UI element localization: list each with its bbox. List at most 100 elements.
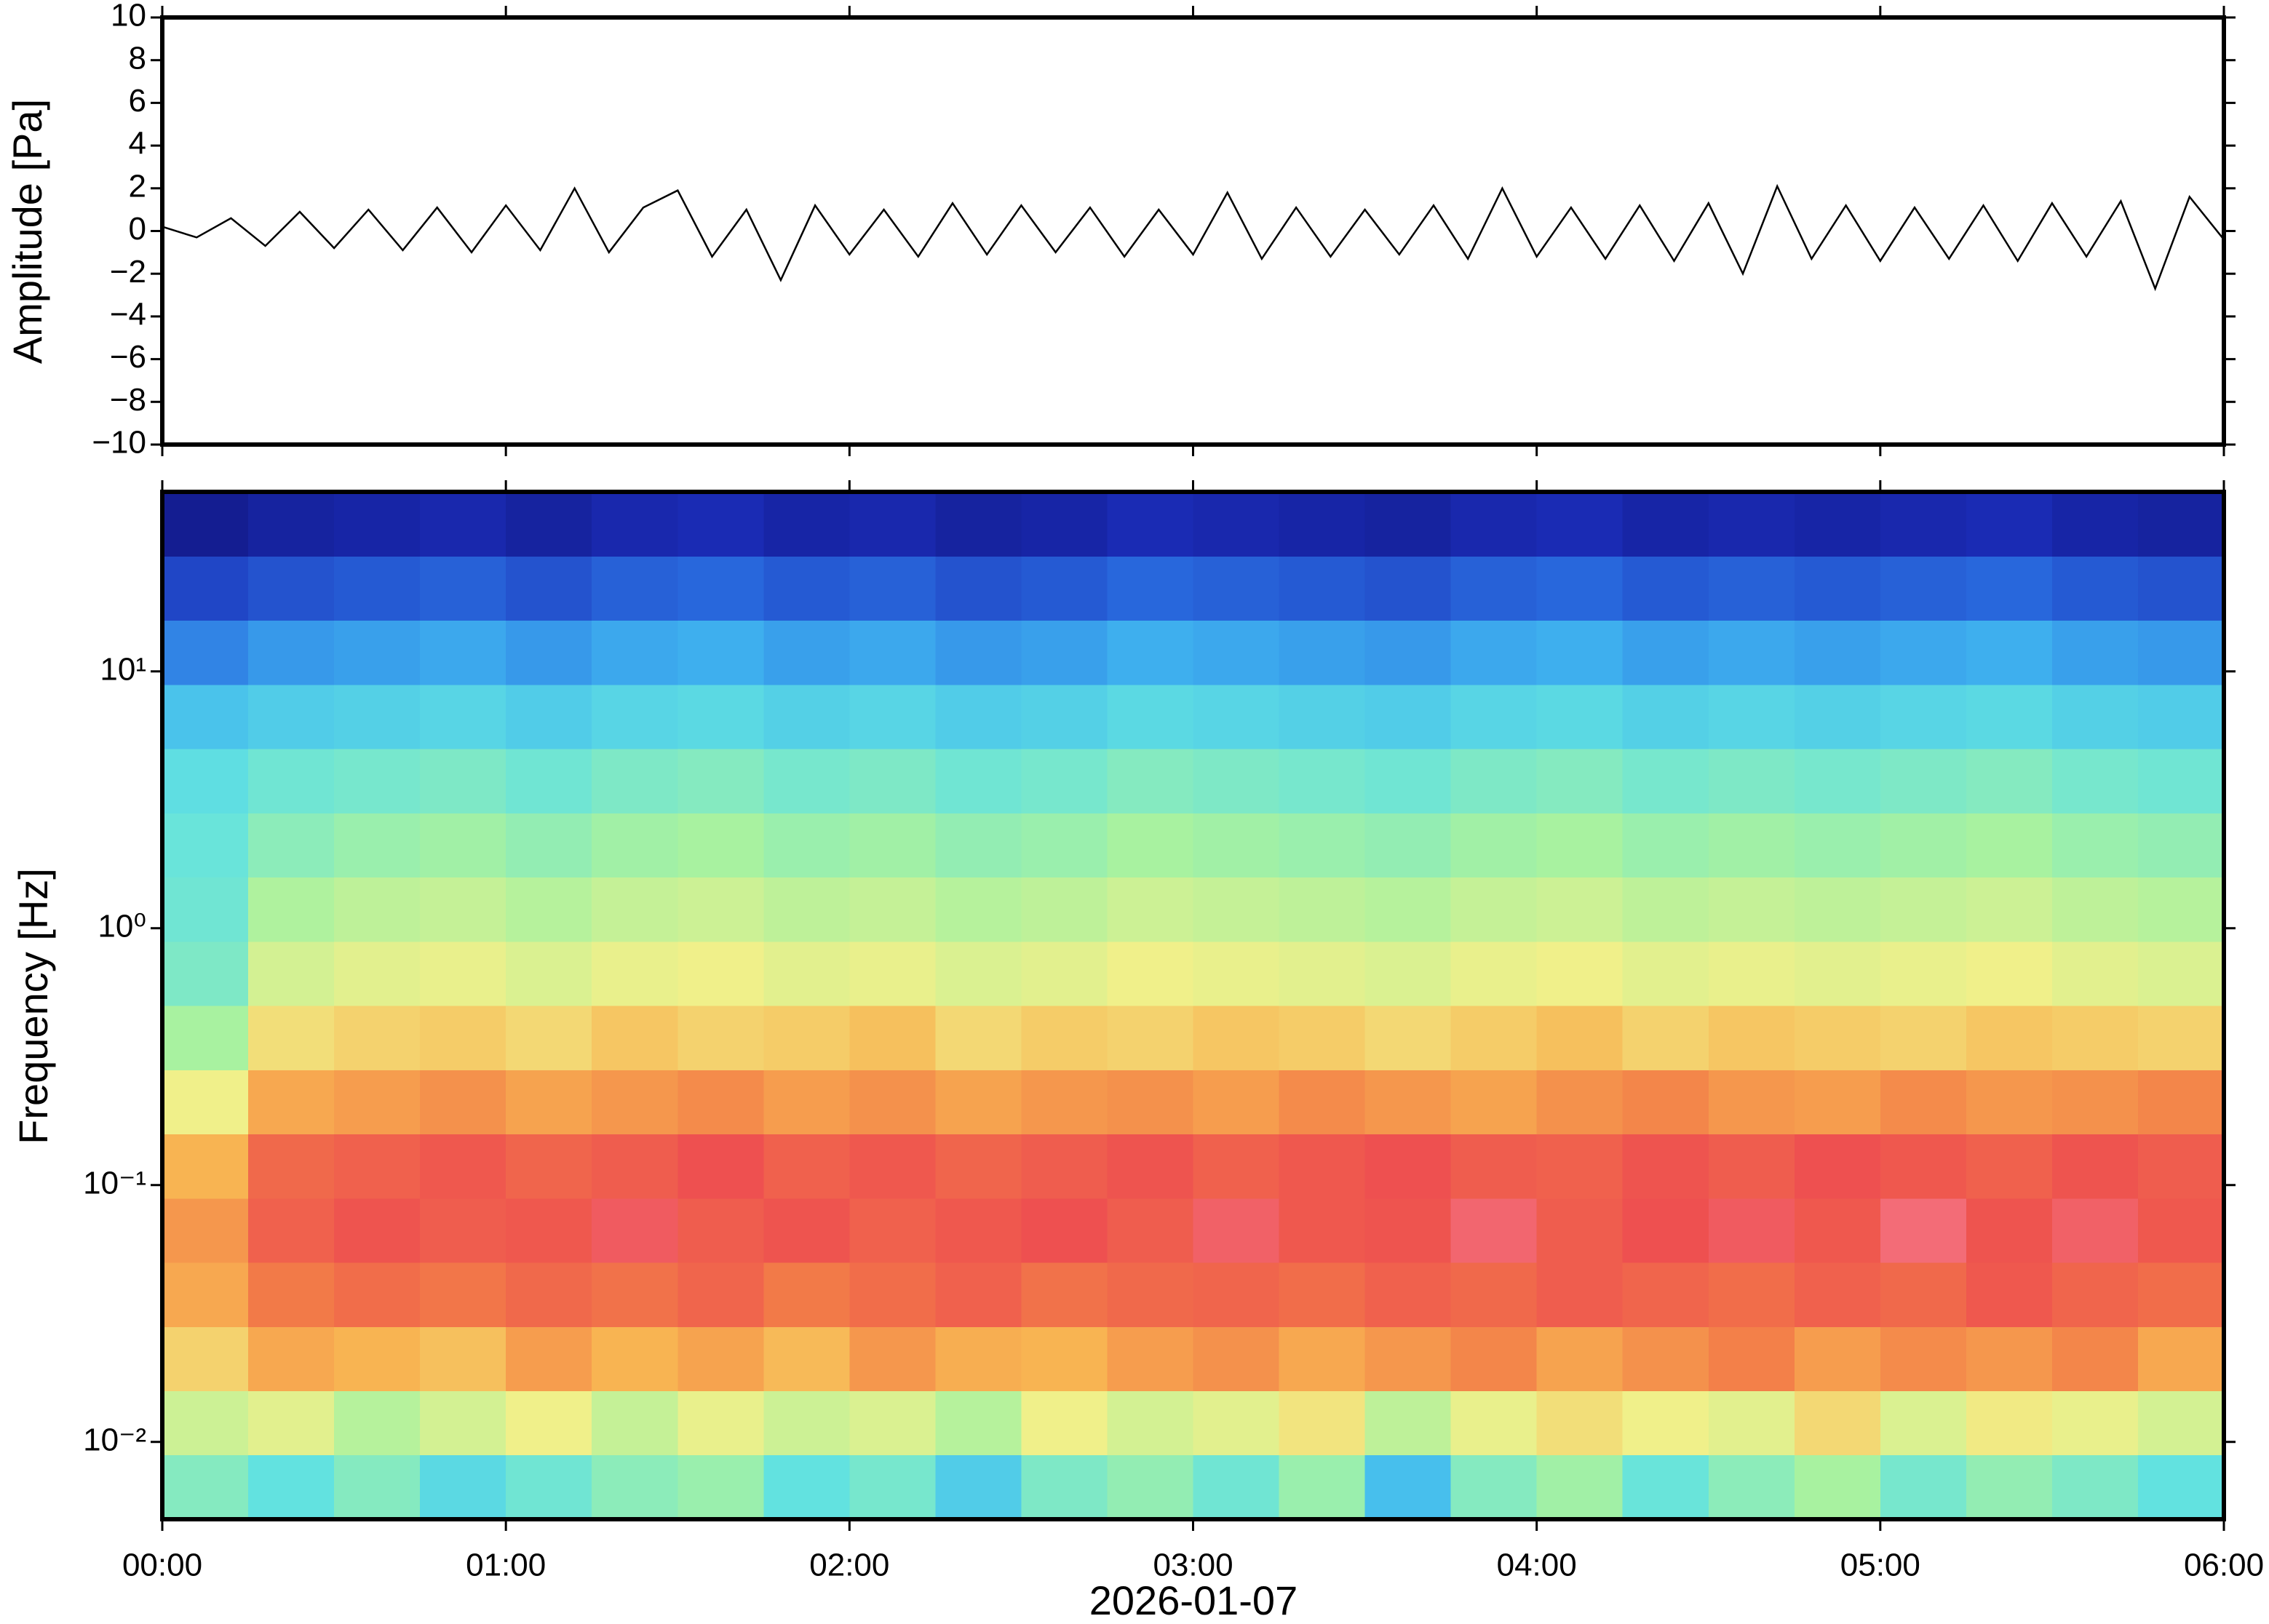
spectrogram-cell [935,1454,1022,1520]
spectrogram-cell [1880,1198,1967,1263]
spectrogram-cell [248,1198,335,1263]
spectrogram-cell [2137,1326,2225,1392]
spectrogram-cell [506,1070,592,1135]
spectrogram-cell [935,877,1022,942]
spectrogram-cell [935,1390,1022,1456]
spectrogram-cell [2137,1198,2225,1263]
spectrogram-cell [420,684,506,749]
spectrogram-cell [1536,1454,1624,1520]
y-tick-label: 6 [129,83,146,119]
spectrogram-cell [1622,1262,1709,1327]
spectrogram-cell [763,877,850,942]
spectrogram-cell [248,749,335,813]
spectrogram-cell [248,941,335,1006]
spectrogram-cell [1450,492,1538,557]
y-tick-label: 4 [129,126,146,162]
spectrogram-cell [1107,1262,1194,1327]
spectrogram-cell [1107,556,1194,621]
spectrogram-cell [1622,941,1709,1006]
y-tick-label: −2 [110,254,146,290]
spectrogram-cell [248,684,335,749]
spectrogram-cell [2137,492,2225,557]
spectrogram-cell [1708,1070,1795,1135]
spectrogram-cell [506,1390,592,1456]
spectrogram-cell [1880,877,1967,942]
spectrogram-cell [1107,1134,1194,1199]
spectrogram-cell [506,749,592,813]
spectrogram-cell [677,749,764,813]
spectrogram-cell [1880,813,1967,878]
spectrogram-cell [1107,1326,1194,1392]
spectrogram-cell [162,1006,249,1070]
spectrogram-cell [1364,1326,1452,1392]
spectrogram-cell [2137,1070,2225,1135]
spectrogram-cell [1880,556,1967,621]
spectrogram-cell [1021,749,1108,813]
spectrogram-cell [592,1134,678,1199]
spectrogram-cell [1364,620,1452,685]
spectrogram-cell [1450,877,1538,942]
spectrogram-cell [1708,1006,1795,1070]
spectrogram-cell [1708,1198,1795,1263]
spectrogram-cell [334,1390,421,1456]
spectrogram-cell [334,813,421,878]
spectrogram-cell [1622,1390,1709,1456]
spectrogram-cell [592,941,678,1006]
spectrogram-cell [162,1070,249,1135]
spectrogram-cell [849,877,936,942]
spectrogram-cell [1021,620,1108,685]
spectrogram-cell [1622,1006,1709,1070]
spectrogram-cell [677,1134,764,1199]
spectrogram-cell [935,684,1022,749]
spectrogram-cell [1193,620,1280,685]
spectrogram-cell [849,813,936,878]
y-tick-label: −8 [110,382,146,418]
spectrogram-cell [763,556,850,621]
spectrogram-cell [334,620,421,685]
spectrogram-cell [2137,620,2225,685]
spectrogram-cell [1966,1134,2053,1199]
spectrogram-cell [2051,1070,2139,1135]
spectrogram-cell [506,1262,592,1327]
spectrogram-cell [1107,877,1194,942]
spectrogram-cell [1794,1262,1881,1327]
spectrogram-cell [334,1262,421,1327]
spectrogram-cell [1364,684,1452,749]
spectrogram-cell [334,1326,421,1392]
x-tick-label: 06:00 [2184,1548,2264,1583]
spectrogram-cell [1193,813,1280,878]
spectrogram-cell [1794,941,1881,1006]
spectrogram-cell [2137,877,2225,942]
spectrogram-cell [2051,1390,2139,1456]
spectrogram-cell [1536,749,1624,813]
spectrogram-cell [420,1198,506,1263]
spectrogram-cell [506,1134,592,1199]
spectrogram-cell [506,1326,592,1392]
spectrogram-cell [334,1070,421,1135]
spectrogram-cell [1966,1326,2053,1392]
spectrogram-cell [1107,941,1194,1006]
spectrogram-cell [849,684,936,749]
spectrogram-cell [935,1326,1022,1392]
spectrogram-cell [849,1198,936,1263]
spectrogram-cell [1794,620,1881,685]
spectrogram-cell [677,1198,764,1263]
spectrogram-cell [420,1454,506,1520]
spectrogram-cell [506,1198,592,1263]
spectrogram-cell [1966,684,2053,749]
spectrogram-cell [1536,1006,1624,1070]
spectrogram-cell [162,1390,249,1456]
spectrogram-cell [763,1198,850,1263]
spectrogram-cell [935,1198,1022,1263]
spectrogram-cell [1966,813,2053,878]
spectrogram-cell [1021,813,1108,878]
spectrogram-cell [1021,1134,1108,1199]
y-tick-label: 10¹ [100,651,146,687]
spectrogram-cell [506,492,592,557]
spectrogram-cell [248,492,335,557]
spectrogram-cell [1708,1454,1795,1520]
spectrogram-cell [849,1070,936,1135]
x-tick-label: 00:00 [122,1548,202,1583]
spectrogram-cell [677,1390,764,1456]
